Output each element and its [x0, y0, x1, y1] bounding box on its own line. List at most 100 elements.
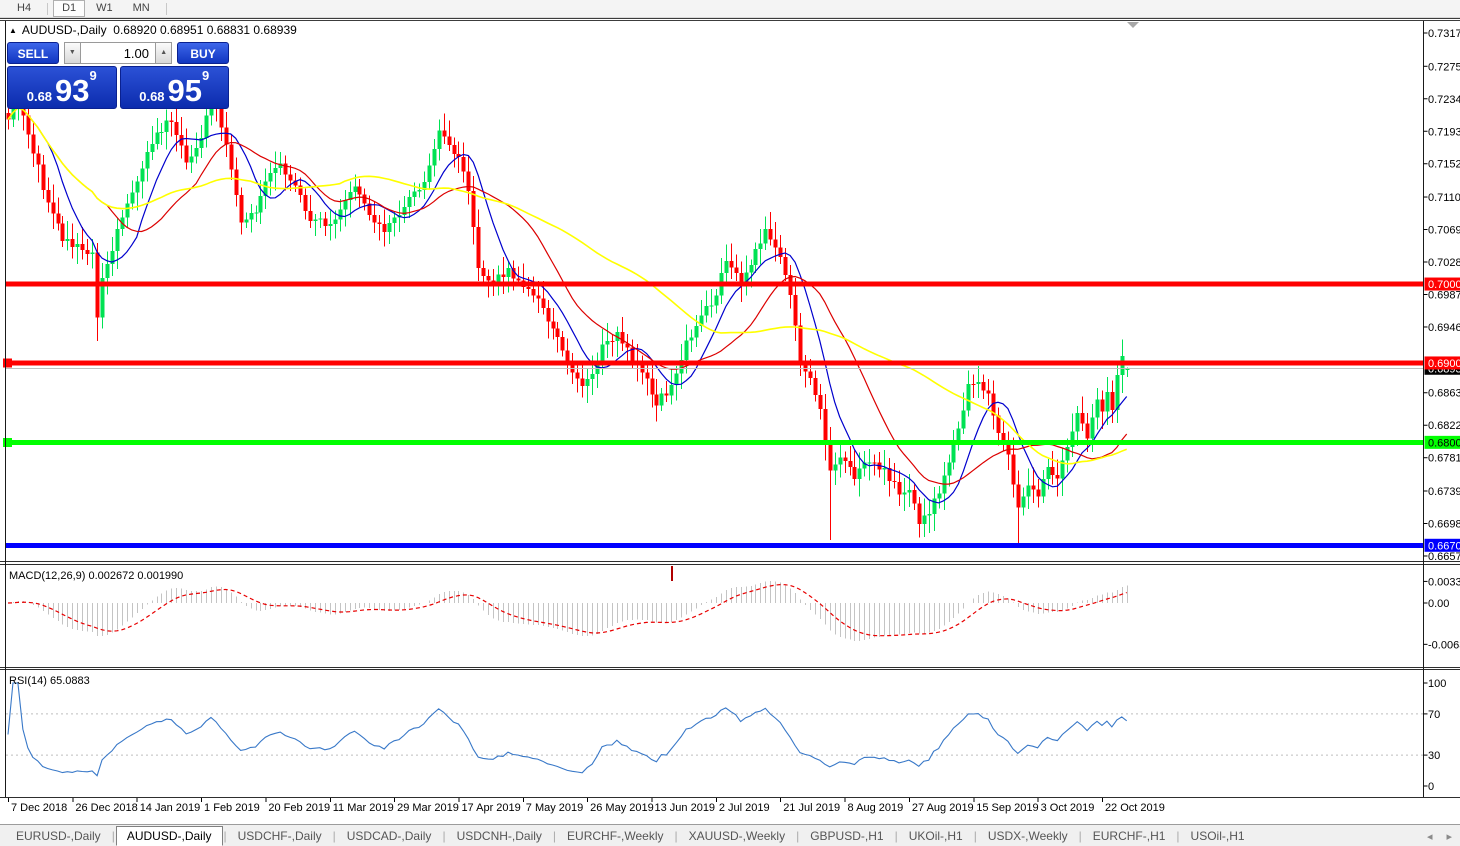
date-label: 20 Feb 2019 — [268, 802, 330, 814]
date-label: 11 Mar 2019 — [333, 802, 394, 814]
timeframe-toolbar: H4 D1 W1 MN — [0, 0, 1460, 18]
chart-active-marker-icon: ▲ — [9, 26, 17, 35]
symbol-tab-eurusd-daily[interactable]: EURUSD-,Daily — [16, 828, 101, 843]
sell-price-main: 93 — [55, 73, 90, 108]
rsi-axis-label: 0 — [1428, 781, 1434, 793]
buy-price-pip: 9 — [202, 68, 210, 83]
date-label: 26 May 2019 — [590, 802, 654, 814]
symbol-tab-usdcnh-daily[interactable]: USDCNH-,Daily — [456, 828, 542, 843]
level-line-handle[interactable] — [3, 437, 12, 447]
timeframe-button-w1[interactable]: W1 — [96, 2, 113, 14]
tab-separator: | — [973, 828, 977, 843]
date-label: 1 Feb 2019 — [204, 802, 260, 814]
symbol-tab-ukoil-h1[interactable]: UKOil-,H1 — [908, 828, 963, 843]
ma-line-21 — [7, 107, 1128, 485]
timeframe-button-mn[interactable]: MN — [132, 2, 150, 14]
symbol-tab-eurchf-weekly[interactable]: EURCHF-,Weekly — [567, 828, 664, 843]
macd-label: MACD(12,26,9) 0.002672 0.001990 — [9, 570, 183, 582]
toolbar-separator — [47, 2, 49, 15]
timeframe-button-h4[interactable]: H4 — [17, 2, 32, 14]
tab-separator: | — [1176, 828, 1180, 843]
volume-increase-button[interactable]: ▲ — [155, 42, 173, 64]
chart-shift-marker-icon[interactable] — [1127, 22, 1139, 28]
tab-separator: | — [796, 828, 800, 843]
one-click-trade-panel: SELL ▼ ▲ BUY 0.68 93 9 0.68 95 9 — [7, 42, 229, 109]
macd-axis-label: 0.00 — [1428, 598, 1449, 610]
sell-price-box[interactable]: 0.68 93 9 — [7, 66, 117, 109]
symbol-tab-audusd-daily[interactable]: AUDUSD-,Daily — [115, 825, 223, 846]
date-label: 15 Sep 2019 — [976, 802, 1038, 814]
sell-price-prefix: 0.68 — [26, 89, 53, 104]
date-label: 8 Aug 2019 — [848, 802, 904, 814]
date-label: 7 May 2019 — [526, 802, 583, 814]
tab-separator: | — [332, 828, 336, 843]
level-lines-layer — [3, 281, 1424, 548]
volume-decrease-button[interactable]: ▼ — [63, 42, 81, 64]
sell-button[interactable]: SELL — [7, 42, 59, 64]
chart-ohlc-values: 0.68920 0.68951 0.68831 0.68939 — [113, 23, 297, 37]
date-label: 2 Jul 2019 — [719, 802, 770, 814]
tab-separator: | — [552, 828, 557, 843]
level-line-handle[interactable] — [3, 358, 12, 368]
buy-button[interactable]: BUY — [177, 42, 229, 64]
date-label: 13 Jun 2019 — [655, 802, 716, 814]
tabs-scroll-left-icon[interactable]: ◂ — [1426, 830, 1433, 843]
rsi-axis-label: 70 — [1428, 709, 1440, 721]
symbol-tab-xauusd-weekly[interactable]: XAUUSD-,Weekly — [688, 828, 786, 843]
date-label: 26 Dec 2018 — [75, 802, 137, 814]
symbol-tab-usdcad-daily[interactable]: USDCAD-,Daily — [346, 828, 432, 843]
date-label: 7 Dec 2018 — [11, 802, 67, 814]
tabs-scroll-right-icon[interactable]: ▸ — [1446, 830, 1452, 843]
ma-line-9 — [7, 107, 1128, 504]
toolbar-separator — [165, 2, 167, 15]
macd-axis-label: -0.00636 — [1428, 639, 1460, 651]
tab-separator: | — [111, 828, 115, 843]
symbol-tab-bar: EURUSD-,Daily | AUDUSD-,Daily | USDCHF-,Dail… — [0, 824, 1460, 846]
ma-line-50 — [7, 106, 1127, 465]
tab-separator: | — [894, 828, 898, 843]
buy-price-box[interactable]: 0.68 95 9 — [119, 66, 229, 109]
symbol-tab-gbpusd-h1[interactable]: GBPUSD-,H1 — [810, 828, 884, 843]
date-label: 27 Aug 2019 — [912, 802, 974, 814]
date-label: 22 Oct 2019 — [1105, 802, 1165, 814]
level-price-label: 0.68004 — [1428, 437, 1460, 449]
symbol-tab-usdchf-daily[interactable]: USDCHF-,Daily — [237, 828, 322, 843]
tab-separator: | — [223, 828, 227, 843]
rsi-line — [7, 682, 1128, 777]
level-price-label: 0.69006 — [1428, 358, 1460, 370]
symbol-tab-usoil-h1[interactable]: USOil-,H1 — [1190, 828, 1245, 843]
timeframe-button-d1[interactable]: D1 — [53, 0, 86, 17]
pane-frame — [0, 18, 1460, 798]
rsi-axis-label: 100 — [1428, 678, 1446, 690]
date-label: 17 Apr 2019 — [461, 802, 520, 814]
level-price-label: 0.70002 — [1428, 279, 1460, 291]
symbol-tab-eurchf-h1[interactable]: EURCHF-,H1 — [1092, 828, 1166, 843]
date-axis[interactable]: 7 Dec 2018 26 Dec 2018 14 Jan 2019 1 Feb 20… — [8, 798, 1165, 814]
macd-pane — [13, 566, 1128, 642]
sell-price-pip: 9 — [89, 68, 97, 83]
buy-price-prefix: 0.68 — [139, 89, 165, 104]
macd-axis-label: 0.00332 — [1428, 576, 1460, 588]
volume-input[interactable] — [81, 42, 155, 64]
symbol-tab-usdx-weekly[interactable]: USDX-,Weekly — [987, 828, 1068, 843]
date-label: 21 Jul 2019 — [783, 802, 840, 814]
tab-separator: | — [1078, 828, 1082, 843]
